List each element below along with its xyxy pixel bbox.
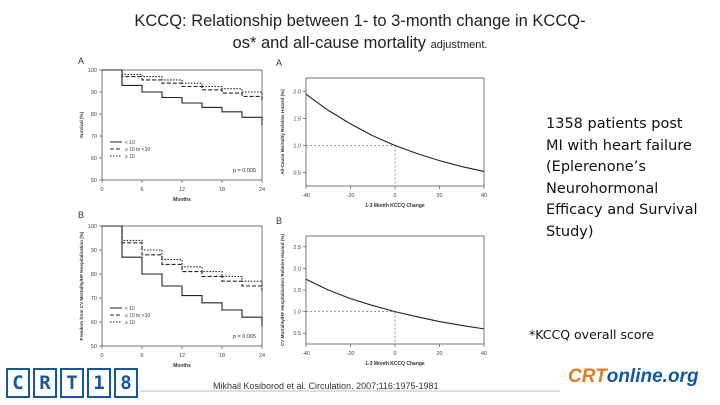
x-tick-label: 40 bbox=[481, 193, 487, 199]
y-tick-label: 0.5 bbox=[293, 331, 301, 337]
x-tick-label: 0 bbox=[100, 353, 103, 359]
x-axis-label: Months bbox=[173, 363, 191, 369]
y-tick-label: 50 bbox=[91, 344, 97, 350]
legend-label: ≥ 10 bbox=[125, 154, 135, 160]
x-axis-label: Months bbox=[173, 197, 191, 203]
note-line: MI with heart failure bbox=[546, 137, 692, 154]
legend-label: < 10 bbox=[125, 140, 135, 146]
y-tick-label: 80 bbox=[91, 112, 97, 118]
citation: Mikhail Kosiborod et al. Circulation. 20… bbox=[213, 381, 439, 391]
y-tick-label: 90 bbox=[91, 248, 97, 254]
x-tick-label: 0 bbox=[100, 187, 103, 193]
x-axis-label: 1-3 Month KCCQ Change bbox=[365, 203, 425, 209]
panel-label: B bbox=[78, 210, 84, 220]
p-value-annotation: p = 0.005 bbox=[233, 168, 256, 174]
panel-label: A bbox=[276, 58, 282, 68]
title-line-2: os* and all-cause mortality adjustment. bbox=[60, 32, 660, 56]
x-tick-label: 18 bbox=[219, 187, 225, 193]
y-axis-label: Survival (%) bbox=[79, 111, 84, 138]
legend-label: < 10 bbox=[125, 306, 135, 312]
series-line bbox=[102, 69, 263, 125]
x-tick-label: 40 bbox=[481, 351, 487, 357]
logo-char: R bbox=[33, 368, 57, 398]
y-axis-label: Freedom from CV Mortality/HF Hospitaliza… bbox=[79, 231, 84, 340]
note-line: (Eplerenone’s bbox=[546, 159, 646, 175]
x-axis-label: 1-3 Month KCCQ Change bbox=[365, 361, 425, 367]
x-tick-label: -20 bbox=[347, 351, 355, 357]
x-tick-label: -40 bbox=[302, 351, 310, 357]
p-value-annotation: p = 0.005 bbox=[233, 334, 256, 340]
event-free-chart-b: B 0 6 12 18 24 50 60 70 80 90 100 Months Freedom from… bbox=[78, 210, 265, 369]
note-line: Study) bbox=[546, 223, 594, 240]
y-tick-label: 1.5 bbox=[293, 117, 301, 123]
x-tick-label: 0 bbox=[393, 193, 396, 199]
title-line-1: KCCQ: Relationship between 1- to 3-month… bbox=[134, 12, 586, 30]
panel-label: B bbox=[276, 216, 282, 226]
y-tick-label: 50 bbox=[91, 178, 97, 184]
logo-char: 1 bbox=[87, 368, 111, 398]
series-line bbox=[102, 69, 263, 96]
series-line bbox=[102, 69, 263, 101]
logo-char: T bbox=[60, 368, 84, 398]
legend-label: ≥ 10 bbox=[125, 320, 135, 326]
crtonline-logo: CRTonline.org bbox=[568, 366, 699, 388]
survival-chart-a: A 0 6 12 18 24 50 60 70 80 90 100 Months Survival (%)… bbox=[78, 56, 265, 203]
y-tick-label: 2.5 bbox=[293, 245, 301, 251]
logo-char: C bbox=[6, 368, 30, 398]
note-line: Efficacy and Survival bbox=[546, 202, 698, 218]
y-tick-label: 100 bbox=[88, 68, 97, 74]
x-tick-label: 18 bbox=[219, 353, 225, 359]
logo-char: 8 bbox=[114, 368, 138, 398]
y-tick-label: 70 bbox=[91, 296, 97, 302]
hazard-chart-b: B -40 -20 0 20 40 0.5 1.0 1.5 2.0 2.5 1-3 Month KCC… bbox=[276, 216, 487, 367]
x-tick-label: 20 bbox=[436, 193, 442, 199]
y-tick-label: 60 bbox=[91, 156, 97, 162]
y-tick-label: 1.0 bbox=[293, 310, 301, 316]
y-axis-label: CV Mortality/HF Hospitalization Relative… bbox=[280, 234, 285, 347]
y-tick-label: 100 bbox=[88, 224, 97, 230]
series-line bbox=[305, 278, 485, 330]
legend-label: ≥ 10 to <10 bbox=[125, 147, 150, 153]
y-tick-label: 80 bbox=[91, 272, 97, 278]
series-line bbox=[102, 225, 263, 291]
hazard-chart-a: A -40 -20 0 20 40 0.5 1.0 1.5 2.0 1-3 Month KCCQ C… bbox=[276, 58, 487, 209]
y-tick-label: 1.5 bbox=[293, 288, 301, 294]
y-tick-label: 2.0 bbox=[293, 266, 301, 272]
y-tick-label: 60 bbox=[91, 320, 97, 326]
study-note: 1358 patients post MI with heart failure… bbox=[546, 114, 716, 243]
y-tick-label: 0.5 bbox=[293, 171, 301, 177]
series-line bbox=[102, 225, 263, 286]
x-tick-label: -20 bbox=[347, 193, 355, 199]
logo-prefix: CRT bbox=[568, 366, 607, 387]
x-tick-label: 24 bbox=[259, 187, 265, 193]
y-tick-label: 1.0 bbox=[293, 144, 301, 150]
legend-label: ≥ 10 to <10 bbox=[125, 313, 150, 319]
note-line: 1358 patients post bbox=[546, 116, 683, 132]
crt18-logo: C R T 1 8 bbox=[6, 368, 138, 398]
x-tick-label: -40 bbox=[302, 193, 310, 199]
x-tick-label: 6 bbox=[140, 187, 143, 193]
series-line bbox=[102, 225, 263, 327]
series-line bbox=[305, 93, 485, 172]
x-tick-label: 24 bbox=[259, 353, 265, 359]
title-line-2-small: adjustment. bbox=[430, 39, 488, 51]
title-line-2-main: os* and all-cause mortality bbox=[232, 34, 431, 52]
y-axis-label: All-Cause Mortality Relative Hazard (%) bbox=[280, 89, 285, 175]
footnote: *KCCQ overall score bbox=[529, 327, 655, 342]
slide-title: KCCQ: Relationship between 1- to 3-month… bbox=[60, 10, 660, 56]
x-tick-label: 6 bbox=[140, 353, 143, 359]
x-tick-label: 0 bbox=[393, 351, 396, 357]
y-tick-label: 2.0 bbox=[293, 90, 301, 96]
y-tick-label: 90 bbox=[91, 90, 97, 96]
y-tick-label: 70 bbox=[91, 134, 97, 140]
note-line: Neurohormonal bbox=[546, 180, 659, 197]
panel-label: A bbox=[78, 56, 84, 66]
x-tick-label: 12 bbox=[179, 187, 185, 193]
x-tick-label: 20 bbox=[436, 351, 442, 357]
logo-suffix: online.org bbox=[606, 366, 699, 387]
x-tick-label: 12 bbox=[179, 353, 185, 359]
footer-divider bbox=[140, 390, 560, 392]
